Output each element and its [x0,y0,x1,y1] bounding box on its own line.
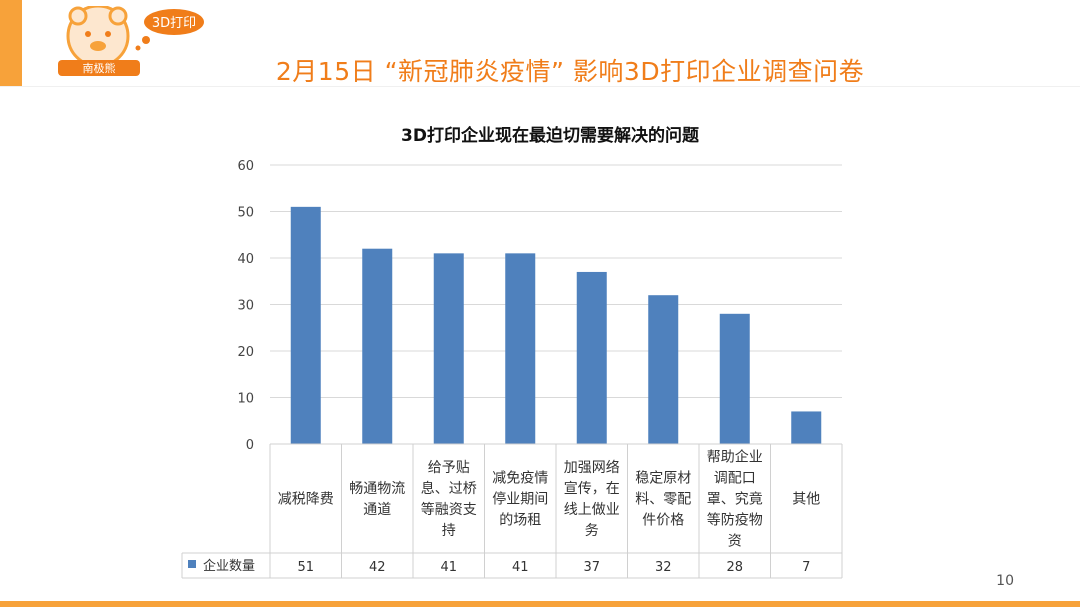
header-divider [0,86,1080,87]
category-label: 宣传，在 [564,481,620,497]
category-label: 资 [728,534,742,550]
chart-title: 3D打印企业现在最迫切需要解决的问题 [401,126,699,146]
page-title: 2月15日 “新冠肺炎疫情” 影响3D打印企业调查问卷 [275,57,865,86]
y-tick-label: 50 [237,206,254,221]
series-name: 企业数量 [203,558,255,574]
category-label: 料、零配 [635,492,691,508]
category-label: 其他 [792,492,820,508]
data-table-value: 7 [802,560,810,575]
data-table-value: 42 [369,560,386,575]
bar [648,295,679,444]
category-label: 减税降费 [278,492,334,508]
data-table-value: 37 [583,560,600,575]
category-label: 稳定原材 [635,471,691,487]
category-label: 持 [442,523,456,539]
footer-accent-bar [0,601,1080,607]
category-label: 给予贴 [428,460,470,476]
bar [362,248,393,444]
data-table-value: 32 [655,560,672,575]
logo-bubble-text: 3D打印 [152,16,196,31]
category-label: 等防疫物 [707,512,763,529]
category-label: 帮助企业 [707,449,763,466]
category-label: 线上做业 [564,502,620,518]
category-label: 通道 [363,502,391,518]
y-tick-label: 20 [237,345,254,360]
category-label: 务 [585,523,599,539]
y-tick-label: 0 [246,438,254,453]
bar [791,411,822,444]
bar [576,271,607,444]
category-label: 罩、究竟 [707,492,763,508]
category-label: 息、过桥 [421,480,477,497]
bar [505,253,536,444]
bar [290,206,321,444]
nanjixiong-logo: 南极熊 3D打印 [58,6,204,76]
data-table-value: 41 [512,560,529,575]
category-label: 调配口 [714,471,756,487]
category-label: 畅通物流 [349,481,405,497]
category-label: 加强网络 [564,460,620,476]
category-label: 的场租 [499,513,541,529]
bar [719,313,750,444]
data-table-value: 28 [726,560,743,575]
y-tick-label: 30 [237,299,254,314]
category-label: 减免疫情 [492,471,548,487]
category-label: 停业期间 [492,491,548,508]
page-number: 10 [996,573,1014,589]
logo-bear-text: 南极熊 [83,61,116,75]
category-label: 件价格 [642,513,684,529]
bar [433,253,464,444]
y-tick-label: 10 [237,392,254,407]
legend-key [188,560,196,568]
category-label: 等融资支 [421,501,477,518]
y-tick-label: 40 [237,252,254,267]
data-table-value: 41 [440,560,457,575]
y-tick-label: 60 [237,159,254,174]
data-table-value: 51 [297,560,314,575]
left-accent-bar [0,0,22,86]
